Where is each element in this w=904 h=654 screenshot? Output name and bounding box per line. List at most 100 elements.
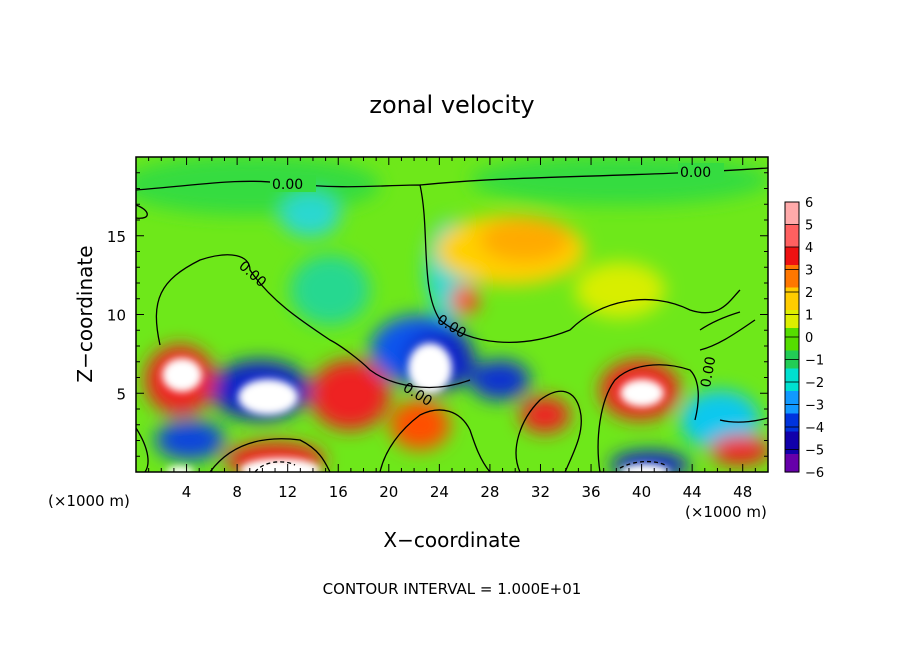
x-tick-label: 28: [480, 483, 499, 501]
colorbar-segment: [785, 287, 799, 293]
colorbar-segment: [785, 409, 799, 415]
colorbar-segment: [785, 256, 799, 262]
x-tick-label: 40: [632, 483, 651, 501]
colorbar-segment: [785, 242, 799, 248]
chart-title: zonal velocity: [369, 91, 534, 119]
colorbar-segment: [785, 283, 799, 289]
colorbar-segment: [785, 463, 799, 469]
colorbar-segment: [785, 422, 799, 428]
colorbar-segment: [785, 247, 799, 253]
contour-label: 0.00: [272, 177, 303, 193]
colorbar-segment: [785, 323, 799, 329]
colorbar-segment: [785, 251, 799, 257]
colorbar-segment: [785, 359, 799, 365]
colorbar-label: 5: [805, 219, 813, 234]
colorbar-segment: [785, 449, 799, 455]
colorbar-segment: [785, 305, 799, 311]
x-tick-label: 4: [182, 483, 192, 501]
colorbar-segment: [785, 431, 799, 437]
colorbar-segment: [785, 265, 799, 271]
colorbar: 6 5 4 3 2 1 0 −1 −2 −3 −4 −5 −6: [784, 196, 824, 481]
colorbar-segment: [785, 224, 799, 230]
colorbar-label: 3: [805, 264, 813, 279]
colorbar-label: 6: [805, 196, 813, 211]
y-tick-label: 5: [116, 385, 126, 403]
colorbar-segment: [785, 418, 799, 424]
colorbar-segment: [785, 220, 799, 226]
x-tick-label: 20: [379, 483, 398, 501]
y-tick-label: 15: [107, 228, 126, 246]
contour-label: 0.00: [698, 355, 719, 388]
colorbar-segment: [785, 386, 799, 392]
colorbar-segment: [785, 278, 799, 284]
colorbar-segment: [785, 454, 799, 460]
colorbar-label: 4: [805, 241, 813, 256]
x-tick-label: 36: [581, 483, 600, 501]
contour-interval: CONTOUR INTERVAL = 1.000E+01: [323, 580, 582, 598]
colorbar-segment: [785, 310, 799, 316]
colorbar-segment: [785, 395, 799, 401]
colorbar-segment: [785, 319, 799, 325]
colorbar-label: −2: [805, 376, 824, 391]
colorbar-label: −6: [805, 466, 824, 481]
colorbar-segment: [785, 368, 799, 374]
colorbar-segment: [785, 269, 799, 275]
x-tick-label: 16: [329, 483, 348, 501]
colorbar-segment: [785, 238, 799, 244]
colorbar-segment: [785, 382, 799, 388]
colorbar-label: 0: [805, 331, 813, 346]
x-tick-label: 12: [278, 483, 297, 501]
colorbar-segment: [785, 413, 799, 419]
y-axis-label: Z−coordinate: [73, 245, 97, 382]
colorbar-segment: [785, 274, 799, 280]
colorbar-segment: [785, 436, 799, 442]
colorbar-segment: [785, 202, 799, 208]
colorbar-segment: [785, 328, 799, 334]
colorbar-segment: [785, 332, 799, 338]
colorbar-segment: [785, 427, 799, 433]
x-tick-label: 24: [430, 483, 449, 501]
colorbar-segment: [785, 364, 799, 370]
colorbar-segment: [785, 400, 799, 406]
colorbar-label: −1: [805, 354, 824, 369]
velocity-field: 0.00 0.00 0.00 0.00 0.00 0.00: [136, 157, 768, 472]
x-tick-label: 8: [232, 483, 242, 501]
colorbar-segment: [785, 445, 799, 451]
colorbar-segment: [785, 206, 799, 212]
x-axis-label: X−coordinate: [383, 528, 520, 552]
colorbar-label: −4: [805, 421, 824, 436]
colorbar-segment: [785, 211, 799, 217]
colorbar-segment: [785, 229, 799, 235]
colorbar-segment: [785, 233, 799, 239]
colorbar-segment: [785, 292, 799, 298]
colorbar-segment: [785, 391, 799, 397]
colorbar-segment: [785, 301, 799, 307]
colorbar-segment: [785, 355, 799, 361]
x-tick-label: 32: [531, 483, 550, 501]
colorbar-segment: [785, 260, 799, 266]
colorbar-segment: [785, 296, 799, 302]
colorbar-segment: [785, 350, 799, 356]
colorbar-segment: [785, 373, 799, 379]
y-tick-label: 10: [107, 307, 126, 325]
x-unit-right: (×1000 m): [685, 503, 767, 521]
colorbar-segment: [785, 458, 799, 464]
contour-label: 0.00: [680, 165, 711, 181]
colorbar-segment: [785, 215, 799, 221]
colorbar-segment: [785, 346, 799, 352]
colorbar-label: −5: [805, 444, 824, 459]
colorbar-segment: [785, 440, 799, 446]
x-tick-label: 44: [683, 483, 702, 501]
x-tick-label: 48: [733, 483, 752, 501]
colorbar-segment: [785, 404, 799, 410]
colorbar-label: −3: [805, 399, 824, 414]
colorbar-segment: [785, 314, 799, 320]
colorbar-label: 1: [805, 309, 813, 324]
colorbar-segment: [785, 341, 799, 347]
colorbar-segment: [785, 377, 799, 383]
colorbar-label: 2: [805, 286, 813, 301]
colorbar-segment: [785, 467, 799, 473]
x-unit-left: (×1000 m): [48, 492, 130, 510]
